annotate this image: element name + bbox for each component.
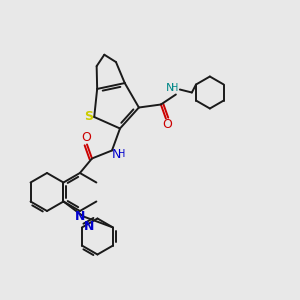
Text: N: N [111, 148, 121, 161]
Text: H: H [118, 149, 126, 160]
Text: N: N [84, 220, 94, 233]
Text: H: H [171, 82, 178, 92]
Text: O: O [162, 118, 172, 131]
Text: N: N [75, 209, 85, 223]
Text: O: O [81, 131, 91, 144]
Text: S: S [84, 110, 93, 122]
Text: N: N [166, 82, 174, 92]
